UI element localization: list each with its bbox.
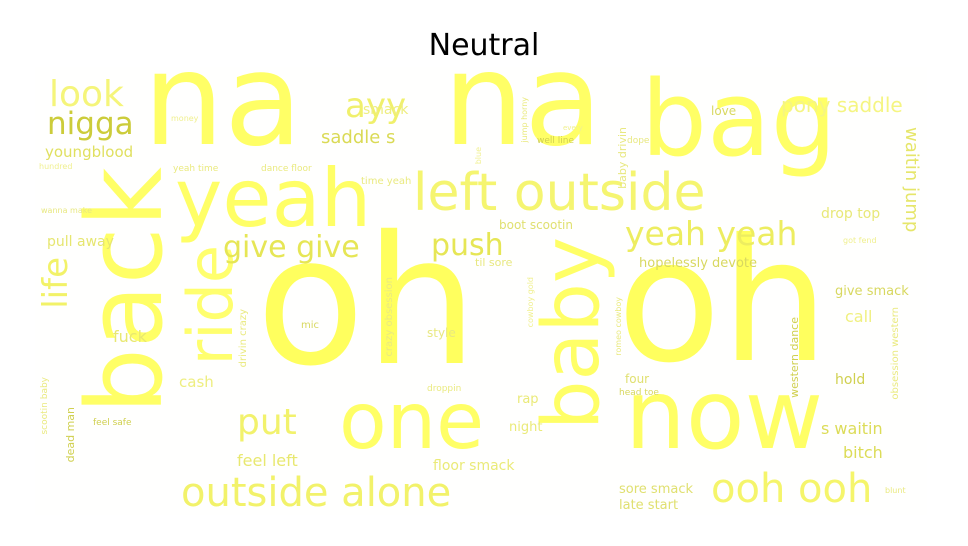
word-life: life <box>36 257 76 309</box>
word-well-line: well line <box>537 136 575 146</box>
word-saddle-s: saddle s <box>321 127 396 148</box>
word-hundred: hundred <box>39 162 73 171</box>
word-oh: oh <box>256 198 478 405</box>
word-crazy-obsession: crazy obsession <box>384 277 395 357</box>
word-now: now <box>625 359 824 471</box>
word-cowboy-gold: cowboy gold <box>526 277 535 328</box>
word-night: night <box>509 420 543 435</box>
word-mic: mic <box>301 320 320 331</box>
word-dope: dope <box>627 136 650 146</box>
word-na: na <box>443 67 603 175</box>
word-wanna-make: wanna make <box>41 206 92 215</box>
word-yeah-time: yeah time <box>173 164 219 174</box>
word-blunt: blunt <box>885 486 906 495</box>
word-ooh-ooh: ooh ooh <box>711 466 873 512</box>
word-give-give: give give <box>223 230 360 265</box>
word-smack: smack <box>363 102 409 118</box>
word-outside-alone: outside alone <box>181 470 452 515</box>
word-style: style <box>427 326 456 340</box>
word-jump-horny: jump horny <box>520 97 529 143</box>
word-fuck: fuck <box>113 327 147 346</box>
word-waitin-jump: waitin jump <box>901 127 922 233</box>
word-bag: bag <box>641 67 837 180</box>
word-back: back <box>64 167 186 415</box>
word-dead-man: dead man <box>64 407 77 463</box>
word-youngblood: youngblood <box>45 143 134 161</box>
word-cash: cash <box>179 373 214 391</box>
word-rap: rap <box>517 392 539 407</box>
word-love: love <box>711 104 737 118</box>
word-push: push <box>431 228 504 263</box>
word-give-smack: give smack <box>835 284 909 299</box>
word-floor-smack: floor smack <box>433 458 515 474</box>
word-til-sore: til sore <box>475 256 513 269</box>
word-feel-safe: feel safe <box>93 418 132 428</box>
word-nigga: nigga <box>47 106 134 142</box>
word-left-outside: left outside <box>413 163 706 223</box>
word-one: one <box>339 377 485 467</box>
word-obsession-western: obsession western <box>890 307 901 400</box>
word-sore-smack: sore smack <box>619 482 693 497</box>
word-bitch: bitch <box>843 443 883 462</box>
word-head-toe: head toe <box>619 388 659 398</box>
word-time-yeah: time yeah <box>361 176 412 187</box>
word-dance-floor: dance floor <box>261 164 312 174</box>
word-baby: baby <box>527 237 617 430</box>
word-cloud: oh oh na na bag back yeah now one baby r… <box>35 67 927 515</box>
word-blue: blue <box>474 147 483 165</box>
word-oh: oh <box>617 203 829 401</box>
word-yeah: yeah <box>175 152 372 245</box>
word-pony-saddle: pony saddle <box>781 93 903 117</box>
word-ayy: ayy <box>345 86 407 126</box>
word-western-dance: western dance <box>788 317 801 398</box>
word-drivin-crazy: drivin crazy <box>238 309 249 368</box>
word-put: put <box>237 402 297 443</box>
word-every: every <box>563 124 583 132</box>
word-feel-left: feel left <box>237 451 298 470</box>
word-money: money <box>171 114 199 123</box>
word-scootin-baby: scootin baby <box>40 377 50 435</box>
word-drop-top: drop top <box>821 206 881 222</box>
word-droppin: droppin <box>427 384 462 394</box>
chart-title: Neutral <box>428 28 540 63</box>
word-call: call <box>845 307 873 326</box>
word-got-fend: got fend <box>843 236 877 245</box>
word-na: na <box>143 67 303 175</box>
word-four: four <box>625 372 650 386</box>
word-romeo-cowboy: romeo cowboy <box>614 297 623 356</box>
word-boot-scootin: boot scootin <box>499 218 573 232</box>
word-look: look <box>49 74 124 115</box>
word-late-start: late start <box>619 498 679 513</box>
word-hopelessly-devote: hopelessly devote <box>639 256 758 271</box>
word-s-waitin: s waitin <box>821 419 883 438</box>
word-pull-away: pull away <box>47 234 114 250</box>
word-hold: hold <box>835 372 866 388</box>
word-yeah-yeah: yeah yeah <box>625 214 798 253</box>
